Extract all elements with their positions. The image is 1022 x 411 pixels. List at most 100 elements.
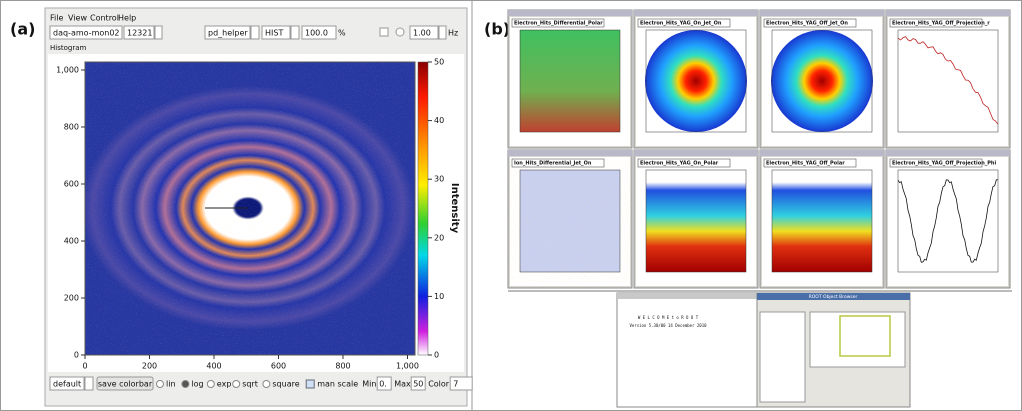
browser-titlebar: [757, 293, 910, 300]
spinner[interactable]: [438, 25, 447, 40]
max-label: Max: [394, 380, 411, 389]
scale-label: log: [191, 380, 203, 389]
canvas-title: Ion_Hits_Differential_Jet_On: [514, 161, 592, 167]
axis-frame: [771, 29, 873, 133]
canvas-titlebar: [886, 10, 1010, 16]
helper-text: pd_helper: [208, 29, 248, 38]
terminal-titlebar: [617, 293, 757, 299]
plot-curve: [897, 36, 999, 125]
canvas-title-box: [511, 158, 605, 168]
canvas-pad: [888, 17, 1008, 146]
dropdown-arrow[interactable]: [290, 25, 300, 40]
axis-frame: [645, 169, 747, 273]
color-field[interactable]: [449, 376, 473, 391]
canvas-title: Electron_Hits_YAG_Off_Projection_Phi: [892, 161, 996, 167]
radio[interactable]: [395, 27, 405, 37]
axis-frame: [897, 169, 999, 273]
plot-title: Histogram: [50, 44, 86, 52]
canvas-title: Electron_Hits_YAG_On_Jet_On: [640, 21, 722, 27]
percent-text: 100.0: [305, 29, 328, 38]
canvas-titlebar: [508, 150, 632, 156]
palette-select[interactable]: [49, 376, 85, 391]
source-field[interactable]: [49, 25, 123, 40]
max-text: 50: [413, 380, 423, 389]
colorbar-tick-label: 40: [434, 116, 444, 125]
canvas-title-box: [511, 18, 605, 28]
y-tick-label: 200: [64, 294, 79, 303]
y-tick-label: 1,000: [56, 66, 79, 75]
run-text: 12321: [127, 29, 152, 38]
colorbar-tick-label: 10: [434, 292, 444, 301]
colorbar-tick-label: 30: [434, 175, 444, 184]
source-text: daq-amo-mon02: [53, 29, 120, 38]
percent-unit: %: [338, 29, 346, 38]
scale-radio[interactable]: [232, 380, 241, 388]
canvas-titlebar: [886, 150, 1010, 156]
percent-field[interactable]: [301, 25, 337, 40]
y-tick-label: 600: [64, 180, 79, 189]
plot-curve: [897, 179, 999, 263]
axis-frame: [645, 29, 747, 133]
run-field[interactable]: [123, 25, 155, 40]
helper-select[interactable]: [204, 25, 251, 40]
status-bar: [508, 290, 1012, 292]
scale-radio[interactable]: [262, 380, 271, 388]
canvas-titlebar: [634, 10, 758, 16]
x-tick-label: 1,000: [396, 362, 419, 371]
canvas-title-box: [637, 158, 731, 168]
scale-radio[interactable]: [181, 380, 190, 388]
canvas-title-box: [889, 158, 983, 168]
colorbar-label: Intensity: [449, 183, 460, 234]
menu-item: View: [68, 14, 87, 23]
max-field[interactable]: [410, 376, 426, 391]
terminal-banner: W E L C O M E t o R O O T: [638, 315, 699, 320]
plot-fill: [645, 30, 747, 132]
save-text: save colorbar: [98, 380, 153, 389]
colorbar: [417, 61, 429, 356]
color-text: 7: [453, 380, 458, 389]
save-button[interactable]: [96, 376, 154, 391]
mode-select[interactable]: [261, 25, 291, 40]
axis-frame: [519, 169, 621, 273]
dropdown-arrow[interactable]: [84, 376, 94, 391]
scale-radio[interactable]: [206, 380, 215, 388]
canvas-title-box: [763, 18, 857, 28]
x-tick-label: 400: [206, 362, 221, 371]
menu-item: File: [50, 14, 63, 23]
x-tick-label: 200: [142, 362, 157, 371]
colorbar-tick-label: 0: [434, 351, 439, 360]
canvas-titlebar: [634, 150, 758, 156]
plot-fill: [772, 170, 872, 272]
browser-title: ROOT Object Browser: [809, 294, 858, 300]
rate-unit: Hz: [448, 29, 458, 38]
rate-field[interactable]: [409, 25, 439, 40]
checkbox[interactable]: [379, 27, 389, 37]
plot-noise: [520, 170, 620, 272]
terminal-version: Version 5.30/00 14 December 2010: [629, 323, 707, 328]
man-scale-checkbox[interactable]: [305, 379, 315, 389]
rate-text: 1.00: [413, 29, 431, 38]
menu-item: Help: [118, 14, 136, 23]
y-tick-label: 800: [64, 123, 79, 132]
canvas-title-box: [763, 158, 857, 168]
canvas-pad: [888, 157, 1008, 286]
color-label: Color: [428, 380, 450, 389]
plot-fill: [646, 170, 746, 272]
palette-text: default: [53, 380, 81, 389]
scale-label: square: [272, 380, 299, 389]
dropdown-arrow[interactable]: [250, 25, 260, 40]
image-border: [84, 61, 416, 356]
min-field[interactable]: [376, 376, 392, 391]
y-tick-label: 400: [64, 237, 79, 246]
spinner[interactable]: [154, 25, 163, 40]
canvas-title: Electron_Hits_Differential_Polar: [514, 21, 603, 27]
canvas-title: Electron_Hits_YAG_On_Polar: [640, 161, 719, 167]
axis-frame: [771, 169, 873, 273]
scale-label: exp: [217, 380, 232, 389]
scale-radio[interactable]: [156, 380, 164, 388]
mode-text: HIST: [265, 29, 283, 38]
axis-frame: [519, 29, 621, 133]
x-tick-label: 800: [335, 362, 350, 371]
canvas-title: Electron_Hits_YAG_Off_Polar: [766, 161, 845, 167]
